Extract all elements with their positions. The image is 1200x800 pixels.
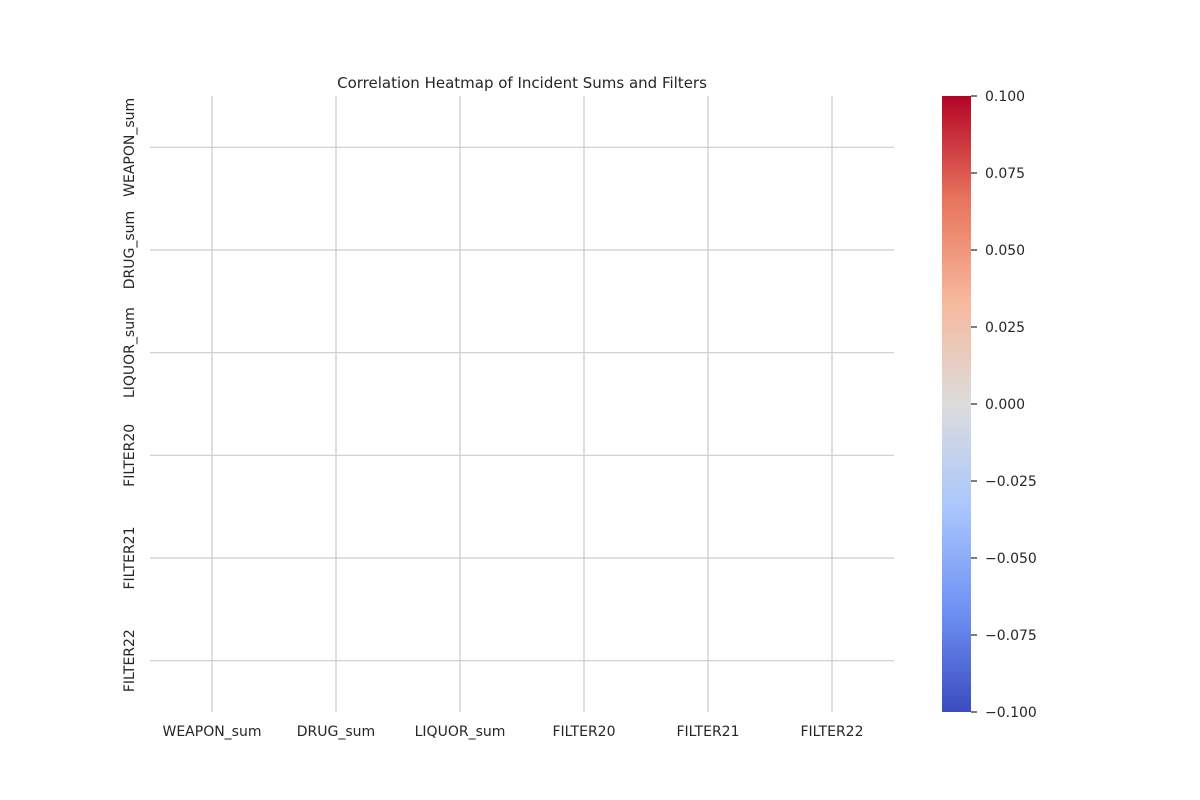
- colorbar-tick-label: 0.050: [985, 243, 1025, 259]
- y-tick-label: WEAPON_sum: [122, 98, 138, 197]
- x-tick-label: FILTER22: [801, 724, 864, 740]
- y-tick-label: FILTER21: [122, 527, 138, 590]
- x-axis-tick-labels: WEAPON_sum DRUG_sum LIQUOR_sum FILTER20 FILT…: [162, 724, 863, 740]
- x-tick-label: FILTER21: [677, 724, 740, 740]
- y-axis-tick-labels: WEAPON_sum DRUG_sum LIQUOR_sum FILTER20 FILT…: [122, 98, 138, 692]
- y-tick-label: FILTER20: [122, 424, 138, 487]
- colorbar-tick-label: 0.075: [985, 166, 1025, 182]
- x-tick-label: LIQUOR_sum: [415, 724, 506, 740]
- colorbar-tick-label: −0.025: [985, 474, 1037, 490]
- chart-title: Correlation Heatmap of Incident Sums and…: [337, 74, 707, 92]
- x-tick-label: DRUG_sum: [297, 724, 375, 740]
- y-tick-label: FILTER22: [122, 629, 138, 692]
- colorbar-tick-label: −0.100: [985, 705, 1037, 721]
- heatmap-plot-area: [150, 96, 894, 712]
- colorbar-tick-label: 0.025: [985, 320, 1025, 336]
- colorbar: 0.100 0.075 0.050 0.025 0.000 −0.025 −0.050 −0.…: [942, 89, 1037, 721]
- colorbar-gradient-bar: [942, 96, 971, 712]
- colorbar-tick-label: −0.050: [985, 551, 1037, 567]
- x-tick-label: WEAPON_sum: [162, 724, 261, 740]
- y-tick-label: LIQUOR_sum: [122, 307, 138, 398]
- colorbar-tick-label: 0.100: [985, 89, 1025, 105]
- x-tick-label: FILTER20: [553, 724, 616, 740]
- colorbar-tick-label: 0.000: [985, 397, 1025, 413]
- colorbar-tick-label: −0.075: [985, 628, 1037, 644]
- y-tick-label: DRUG_sum: [122, 211, 138, 289]
- colorbar-ticks: 0.100 0.075 0.050 0.025 0.000 −0.025 −0.050 −0.…: [971, 89, 1037, 721]
